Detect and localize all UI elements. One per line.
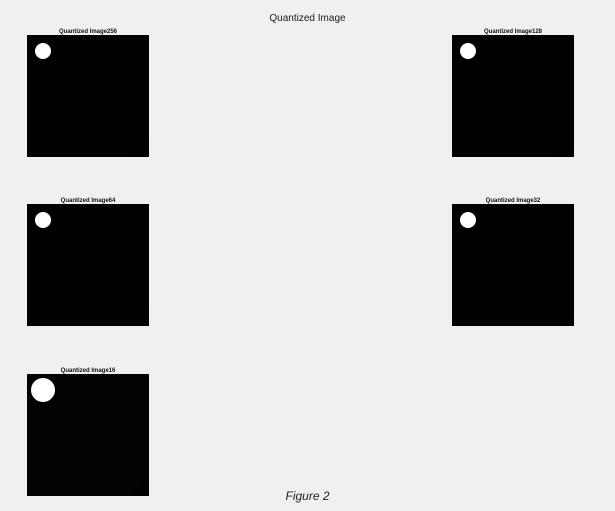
quantized-image (27, 374, 149, 496)
bright-core (31, 378, 55, 402)
figure-caption: Figure 2 (285, 489, 330, 503)
panel-quantized-256: Quantized Image256 (27, 28, 149, 168)
intensity-band (452, 35, 574, 157)
intensity-band (27, 374, 149, 496)
quantized-image (27, 35, 149, 157)
quantized-image (452, 204, 574, 326)
bright-core (460, 212, 476, 228)
figure-title: Quantized Image (269, 13, 346, 24)
bright-core (35, 43, 51, 59)
panel-quantized-64: Quantized Image64 (27, 197, 149, 337)
gradient-canvas (27, 374, 149, 496)
panel-quantized-16: Quantized Image16 (27, 367, 149, 507)
gradient-canvas (27, 35, 149, 157)
panel-title: Quantized Image16 (60, 368, 116, 374)
bright-core (35, 212, 51, 228)
panel-title: Quantized Image64 (60, 198, 116, 204)
panel-title: Quantized Image32 (485, 198, 541, 204)
quantized-image (27, 204, 149, 326)
intensity-band (27, 35, 149, 157)
panel-quantized-32: Quantized Image32 (452, 197, 574, 337)
intensity-band (452, 204, 574, 326)
gradient-canvas (452, 35, 574, 157)
panel-title: Quantized Image128 (483, 29, 543, 35)
quantized-image (452, 35, 574, 157)
panel-title: Quantized Image256 (58, 29, 118, 35)
intensity-band (27, 204, 149, 326)
bright-core (460, 43, 476, 59)
gradient-canvas (27, 204, 149, 326)
gradient-canvas (452, 204, 574, 326)
panel-quantized-128: Quantized Image128 (452, 28, 574, 168)
